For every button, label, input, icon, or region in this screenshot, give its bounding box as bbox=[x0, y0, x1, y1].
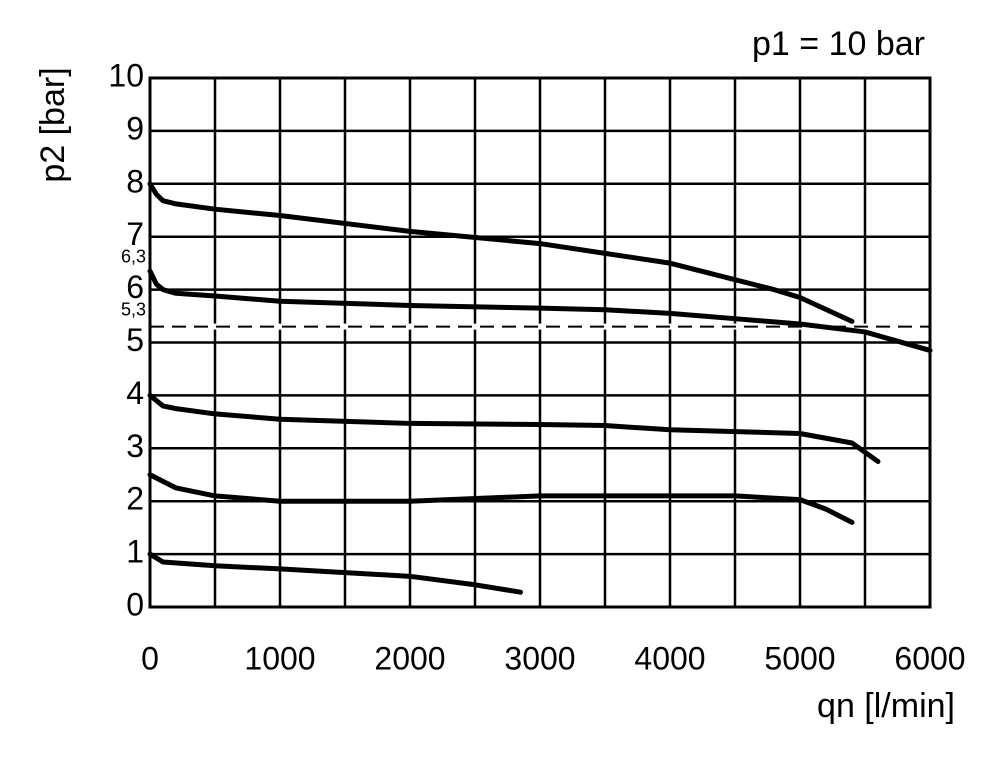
x-tick-label: 4000 bbox=[634, 640, 705, 676]
x-tick-label: 6000 bbox=[894, 640, 965, 676]
y-tick-label: 9 bbox=[126, 110, 144, 146]
plot-frame bbox=[148, 76, 932, 609]
x-tick-label: 5000 bbox=[764, 640, 835, 676]
y-tick-label: 4 bbox=[126, 375, 144, 411]
y-tick-label: 0 bbox=[126, 586, 144, 622]
y-tick-label: 7 bbox=[126, 216, 144, 252]
series-line bbox=[147, 472, 855, 525]
x-axis-label: qn [l/min] bbox=[817, 687, 955, 725]
series-line bbox=[147, 268, 933, 353]
y-tick-label: 1 bbox=[126, 534, 144, 570]
y-tick-label: 5 bbox=[126, 322, 144, 358]
series-line bbox=[147, 392, 881, 465]
y-tick-label: 8 bbox=[126, 163, 144, 199]
series-line bbox=[147, 181, 855, 324]
reference-line-label: 5,3 bbox=[121, 299, 146, 319]
y-tick-label: 2 bbox=[126, 481, 144, 517]
series-line bbox=[147, 551, 523, 595]
annotation: 6,3 bbox=[121, 246, 146, 266]
x-tick-label: 3000 bbox=[504, 640, 575, 676]
x-tick-label: 1000 bbox=[244, 640, 315, 676]
x-tick-label: 0 bbox=[141, 640, 159, 676]
y-tick-label: 10 bbox=[108, 57, 144, 93]
chart-title: p1 = 10 bar bbox=[752, 25, 925, 63]
y-tick-label: 6 bbox=[126, 269, 144, 305]
x-tick-label: 2000 bbox=[374, 640, 445, 676]
reference-line-bg bbox=[152, 323, 928, 330]
y-axis-label: p2 [bar] bbox=[34, 67, 72, 182]
y-tick-label: 3 bbox=[126, 428, 144, 464]
